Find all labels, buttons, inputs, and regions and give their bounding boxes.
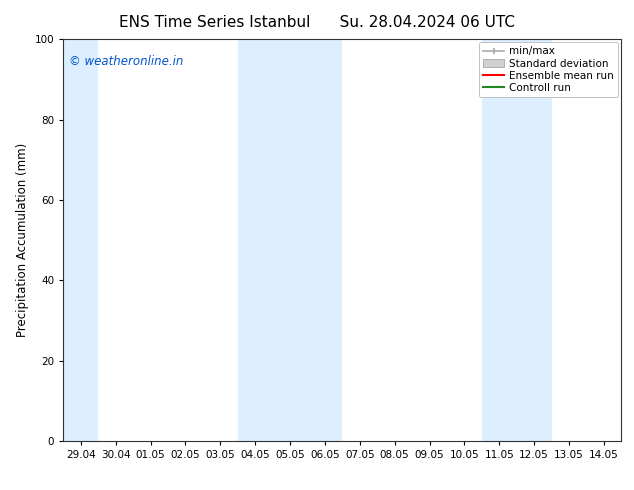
Bar <box>482 39 552 441</box>
Y-axis label: Precipitation Accumulation (mm): Precipitation Accumulation (mm) <box>16 143 29 337</box>
Bar <box>238 39 342 441</box>
Legend: min/max, Standard deviation, Ensemble mean run, Controll run: min/max, Standard deviation, Ensemble me… <box>479 42 618 97</box>
Bar <box>63 39 98 441</box>
Text: ENS Time Series Istanbul      Su. 28.04.2024 06 UTC: ENS Time Series Istanbul Su. 28.04.2024 … <box>119 15 515 30</box>
Text: © weatheronline.in: © weatheronline.in <box>69 55 183 68</box>
